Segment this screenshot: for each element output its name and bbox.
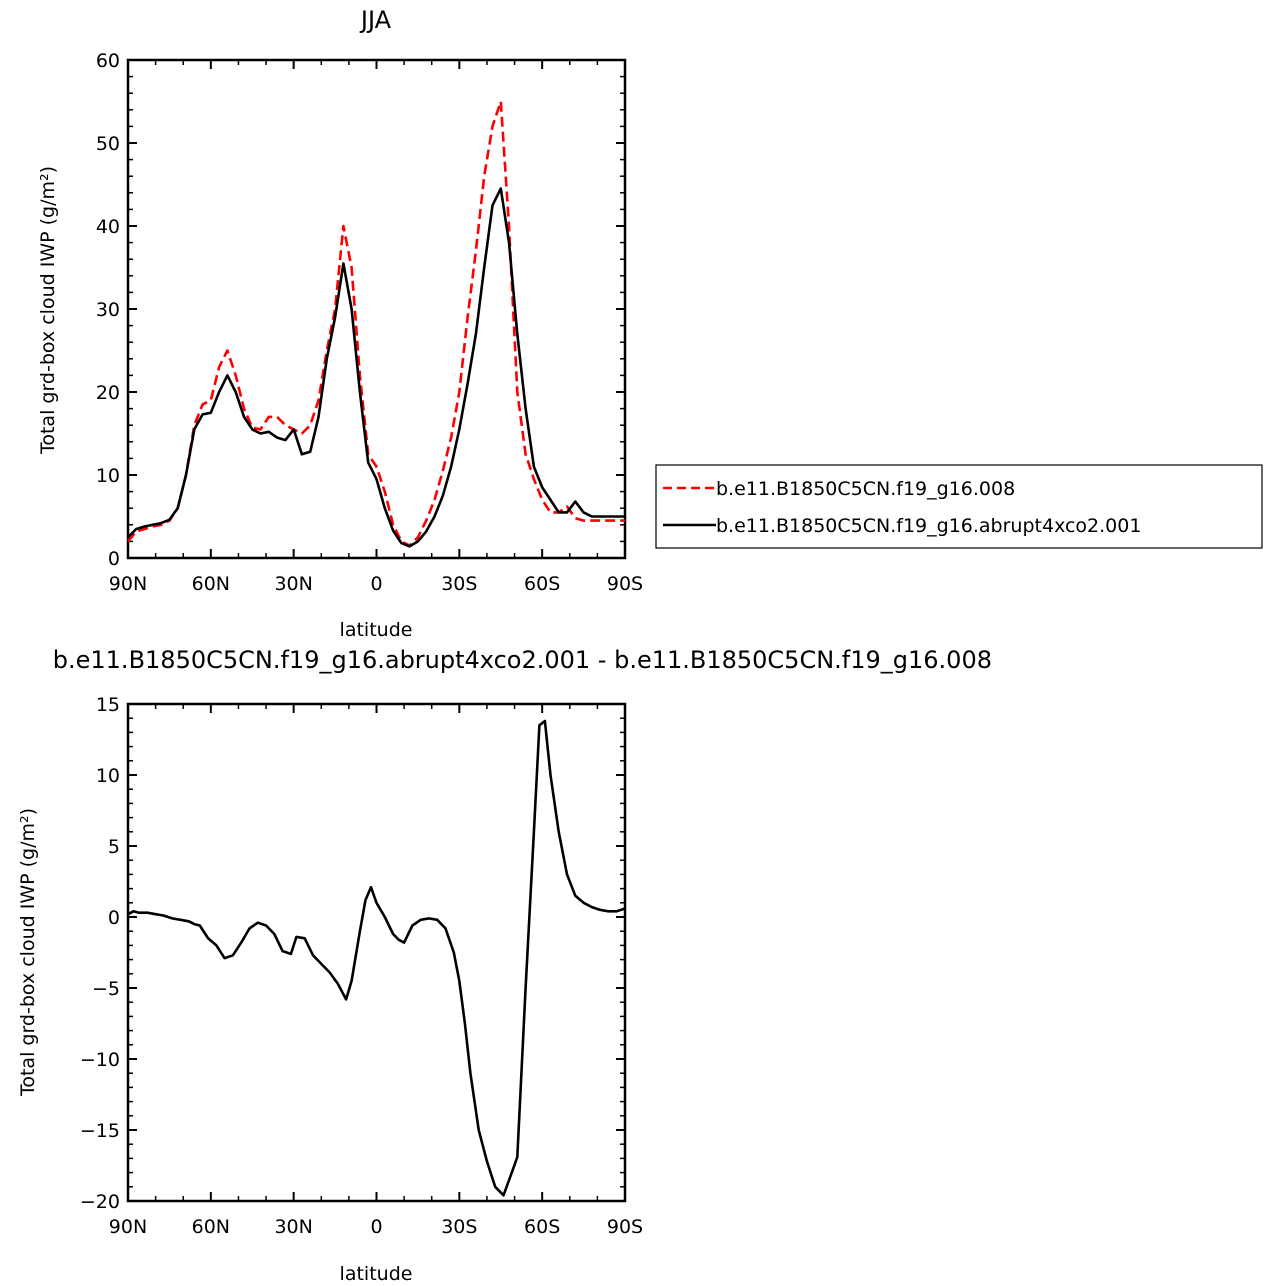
bottom-panel-x-tick-label: 0	[370, 1216, 382, 1238]
bottom-panel-x-ticks: 90N 60N 30N 0 30S 60S 90S	[109, 704, 643, 1238]
top-panel-series-line-1	[126, 100, 625, 547]
bottom-panel-x-tick-label: 60S	[524, 1216, 560, 1238]
bottom-panel-y-tick-label: 5	[108, 836, 120, 858]
bottom-panel-y-tick-label: −20	[80, 1191, 120, 1213]
bottom-panel-title: b.e11.B1850C5CN.f19_g16.abrupt4xco2.001 …	[53, 646, 992, 674]
top-panel-y-axis-label: Total grd-box cloud IWP (g/m²)	[37, 166, 59, 455]
top-panel-y-tick-label: 50	[96, 133, 120, 155]
bottom-panel-x-tick-label: 90S	[607, 1216, 643, 1238]
top-panel-x-tick-label: 0	[370, 573, 382, 595]
top-panel-y-ticks: 0 10 20 30 40 50 60	[96, 50, 625, 570]
bottom-panel-x-tick-label: 90N	[109, 1216, 147, 1238]
bottom-panel-y-axis-label: Total grd-box cloud IWP (g/m²)	[17, 808, 39, 1097]
legend-label-series-2: b.e11.B1850C5CN.f19_g16.abrupt4xco2.001	[716, 515, 1141, 537]
bottom-panel-y-tick-label: −15	[80, 1120, 120, 1142]
bottom-panel: b.e11.B1850C5CN.f19_g16.abrupt4xco2.001 …	[17, 646, 992, 1285]
top-panel-x-ticks: 90N 60N 30N 0 30S 60S 90S	[109, 60, 643, 595]
legend: b.e11.B1850C5CN.f19_g16.008 b.e11.B1850C…	[655, 464, 1263, 549]
top-panel-y-tick-label: 60	[96, 50, 120, 72]
bottom-panel-y-tick-label: −5	[92, 978, 120, 1000]
top-panel-y-tick-label: 20	[96, 382, 120, 404]
bottom-panel-x-tick-label: 30S	[441, 1216, 477, 1238]
bottom-panel-y-ticks: −20 −15 −10 −5 0 5 10 15	[80, 694, 625, 1213]
top-panel-y-tick-label: 10	[96, 465, 120, 487]
top-panel-x-axis-label: latitude	[340, 619, 413, 641]
legend-box	[655, 464, 1263, 549]
top-panel-x-tick-label: 90S	[607, 573, 643, 595]
top-panel-y-tick-label: 0	[108, 548, 120, 570]
top-panel-x-tick-label: 90N	[109, 573, 147, 595]
bottom-panel-series-line-1	[127, 719, 626, 1197]
bottom-panel-y-tick-label: 0	[108, 907, 120, 929]
top-panel-x-tick-label: 30N	[274, 573, 312, 595]
top-panel-lines	[126, 100, 625, 548]
top-panel-title: JJA	[359, 6, 392, 34]
top-panel-x-tick-label: 30S	[441, 573, 477, 595]
bottom-panel-y-tick-label: −10	[80, 1049, 120, 1071]
top-panel-series-line-2	[127, 187, 625, 548]
bottom-panel-x-tick-label: 60N	[192, 1216, 230, 1238]
bottom-panel-y-tick-label: 15	[96, 694, 120, 716]
top-panel-x-tick-label: 60N	[192, 573, 230, 595]
top-panel-y-tick-label: 40	[96, 216, 120, 238]
top-panel-y-tick-label: 30	[96, 299, 120, 321]
bottom-panel-x-axis-label: latitude	[340, 1263, 413, 1285]
bottom-panel-lines	[127, 719, 626, 1197]
legend-label-series-1: b.e11.B1850C5CN.f19_g16.008	[716, 478, 1015, 500]
bottom-panel-x-tick-label: 30N	[274, 1216, 312, 1238]
bottom-panel-y-tick-label: 10	[96, 765, 120, 787]
top-panel-x-tick-label: 60S	[524, 573, 560, 595]
top-panel: JJA 0 10 20 30 40 50 60 90N 60N 30N 0 30S 60S 90S la…	[37, 6, 643, 641]
